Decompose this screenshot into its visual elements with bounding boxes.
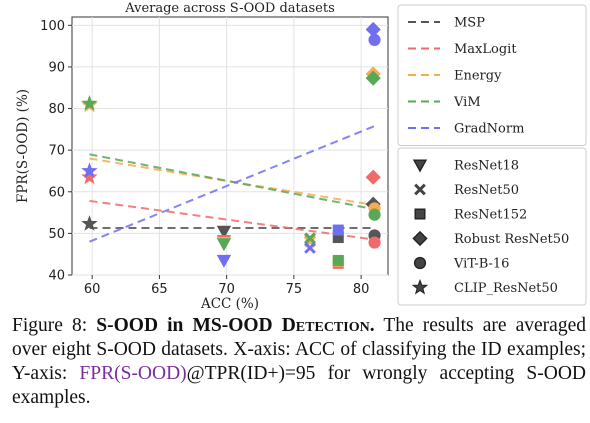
x-tick-label: 75 xyxy=(286,282,303,297)
caption-bold-title: S-OOD in MS-OOD xyxy=(96,315,282,336)
scatter-chart: 60 65 70 75 80 40 50 60 70 80 90 100 Average across… xyxy=(15,1,587,310)
legend-label-resnet50: ResNet50 xyxy=(454,183,519,198)
point-resnet18-gradnorm xyxy=(216,254,232,268)
point-clip-resnet50-maxlogit xyxy=(81,168,98,185)
chart-title: Average across S-OOD datasets xyxy=(124,1,335,16)
legend-label-clip-resnet50: CLIP_ResNet50 xyxy=(454,281,558,296)
x-tick-label: 80 xyxy=(353,282,370,297)
y-tick-label: 50 xyxy=(48,227,65,242)
y-axis-title: FPR(S-OOD) (%) xyxy=(15,89,31,203)
y-tick-label: 80 xyxy=(48,102,65,117)
legend-label-maxlogit: MaxLogit xyxy=(454,42,517,57)
legend-marker-resnet152 xyxy=(414,208,426,220)
legend-label-gradnorm: GradNorm xyxy=(454,122,524,137)
caption-metric-highlight: FPR(S-OOD) xyxy=(79,363,187,384)
point-resnet18-msp xyxy=(216,225,232,239)
caption-body-1: The results are averaged over eight S-OO… xyxy=(12,315,586,384)
x-axis-title: ACC (%) xyxy=(200,296,259,310)
legend-marker-resnet50 xyxy=(414,183,426,196)
x-tick-label: 65 xyxy=(151,282,168,297)
figure-caption: Figure 8: S-OOD in MS-OOD Detection. The… xyxy=(12,314,586,410)
legend-marker-resnet18 xyxy=(412,159,428,173)
caption-body-2: @TPR(ID+)=95 for wrongly accepting S-OOD… xyxy=(12,363,586,408)
legend-marker-clip-resnet50 xyxy=(411,278,429,295)
point-resnet18-vim xyxy=(216,238,232,252)
point-robust-resnet50-vim xyxy=(365,70,381,86)
trend-line-vim xyxy=(89,153,375,211)
y-tick-label: 70 xyxy=(48,144,65,159)
y-tick-label: 100 xyxy=(40,19,65,34)
y-tick-label: 60 xyxy=(48,185,65,200)
point-clip-resnet50-vim xyxy=(81,94,98,111)
point-robust-resnet50-maxlogit xyxy=(365,169,381,185)
caption-label: Figure 8: xyxy=(12,315,88,336)
legend-label-energy: Energy xyxy=(454,69,502,84)
point-resnet152-gradnorm xyxy=(332,224,344,236)
trend-line-gradnorm xyxy=(89,125,375,243)
x-tick-label: 70 xyxy=(218,282,235,297)
point-resnet50-vim xyxy=(304,232,316,245)
x-tick-label: 60 xyxy=(84,282,101,297)
model-legend: ResNet18 ResNet50 ResNet152 Robust ResNet50… xyxy=(397,147,587,306)
legend-label-vim: ViM xyxy=(453,95,481,110)
grid-lines xyxy=(72,17,388,276)
trend-lines xyxy=(89,125,375,243)
legend-label-resnet152: ResNet152 xyxy=(454,208,527,223)
method-legend-box xyxy=(397,4,587,146)
point-vit-b-16-maxlogit xyxy=(368,236,381,249)
data-points xyxy=(81,21,381,269)
point-vit-b-16-vim xyxy=(368,208,381,221)
y-tick-label: 40 xyxy=(48,269,65,284)
trend-line-maxlogit xyxy=(89,199,375,241)
legend-label-robust-resnet50: Robust ResNet50 xyxy=(454,232,569,247)
point-resnet152-vim xyxy=(332,254,344,266)
legend-marker-vit-b-16 xyxy=(413,256,427,270)
point-vit-b-16-gradnorm xyxy=(368,33,381,46)
point-resnet50-gradnorm xyxy=(304,242,316,254)
axis-ticks: 60 65 70 75 80 40 50 60 70 80 90 100 xyxy=(40,19,369,297)
method-legend: MSP MaxLogit Energy ViM GradNorm xyxy=(397,4,587,146)
y-tick-label: 90 xyxy=(48,60,65,75)
caption-smallcaps-title: Detection. xyxy=(281,315,375,336)
point-clip-resnet50-gradnorm xyxy=(81,162,98,178)
legend-marker-robust-resnet50 xyxy=(412,230,428,247)
legend-label-vit-b-16: ViT-B-16 xyxy=(453,257,509,272)
point-clip-resnet50-msp xyxy=(81,215,98,231)
model-legend-box xyxy=(397,147,587,306)
legend-label-resnet18: ResNet18 xyxy=(454,159,519,174)
legend-label-msp: MSP xyxy=(454,16,485,31)
chart-canvas: 60 65 70 75 80 40 50 60 70 80 90 100 Average across… xyxy=(15,1,587,310)
